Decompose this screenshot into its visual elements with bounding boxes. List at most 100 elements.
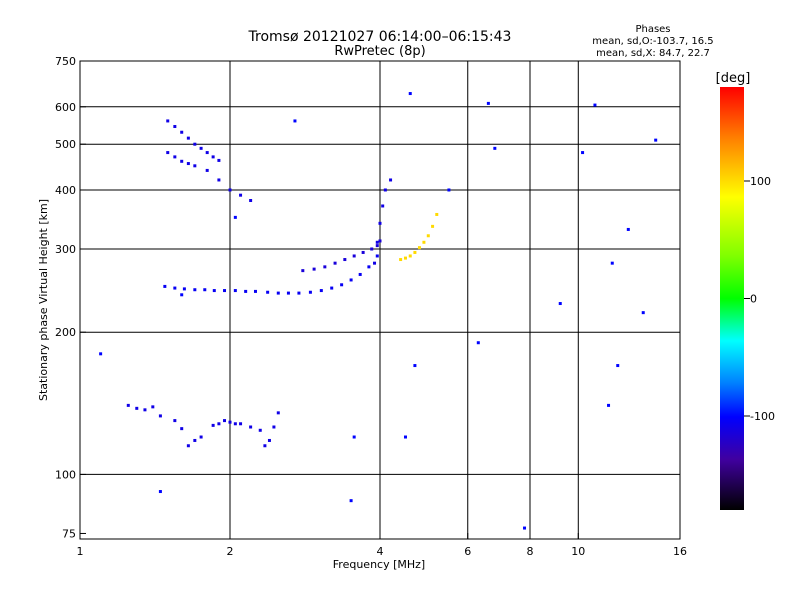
data-point [413, 250, 417, 254]
data-point [193, 142, 197, 146]
data-point [297, 291, 301, 295]
data-point [276, 411, 280, 415]
data-point [558, 302, 562, 306]
y-tick-label: 200 [55, 326, 76, 339]
data-point [199, 435, 203, 439]
data-point [143, 408, 147, 412]
grid-lines [80, 61, 680, 539]
data-point [370, 247, 374, 251]
data-point [301, 269, 305, 273]
data-point [493, 146, 497, 150]
colorbar-tick-label: 100 [750, 175, 771, 188]
x-tick-label: 8 [527, 545, 534, 558]
data-point [343, 258, 347, 262]
data-point [523, 526, 527, 530]
data-point [413, 364, 417, 368]
data-point [135, 406, 139, 410]
data-point [158, 414, 162, 418]
data-point [211, 423, 215, 427]
data-point [367, 265, 371, 269]
data-point [641, 311, 645, 315]
data-point [408, 254, 412, 258]
data-point [349, 499, 353, 503]
data-point [272, 425, 276, 429]
x-tick-label: 4 [377, 545, 384, 558]
data-point [323, 265, 327, 269]
data-point [610, 261, 614, 265]
data-point [203, 288, 207, 292]
data-point [244, 289, 248, 293]
data-point [173, 155, 177, 159]
legend: Phases mean, sd,O:-103.7, 16.5 mean, sd,… [592, 24, 713, 59]
axis-ticks: 1 2 4 6 8 10 16 75 100 200 300 400 500 600 750 [55, 55, 687, 558]
data-point [228, 188, 232, 192]
data-point [375, 254, 379, 258]
data-point [217, 178, 221, 182]
colorbar-ticks: 100 0 -100 [744, 175, 775, 423]
data-point [333, 261, 337, 265]
data-point [352, 254, 356, 258]
data-point [258, 428, 262, 432]
data-point [431, 224, 435, 228]
colorbar-tick-label: -100 [750, 410, 775, 423]
chart-title: Tromsø 20121027 06:14:00–06:15:43 [248, 29, 512, 45]
data-point [276, 291, 280, 295]
y-tick-label: 300 [55, 243, 76, 256]
data-point [249, 425, 253, 429]
data-point [180, 159, 184, 163]
data-point [267, 438, 271, 442]
data-point [352, 435, 356, 439]
data-point [373, 261, 377, 265]
y-tick-label: 750 [55, 55, 76, 68]
data-point [340, 283, 344, 287]
data-point [166, 151, 170, 155]
data-point [389, 178, 393, 182]
data-point [403, 256, 407, 260]
legend-title: Phases [635, 24, 670, 35]
colorbar-tick-label: 0 [750, 293, 757, 306]
x-tick-label: 6 [464, 545, 471, 558]
data-points [99, 92, 658, 530]
y-tick-label: 400 [55, 184, 76, 197]
y-tick-label: 100 [55, 468, 76, 481]
data-point [308, 290, 312, 294]
data-point [211, 155, 215, 159]
data-point [435, 212, 439, 216]
data-point [180, 130, 184, 134]
data-point [381, 204, 385, 208]
data-point [166, 119, 170, 123]
data-point [217, 158, 221, 162]
data-point [607, 403, 611, 407]
data-point [223, 419, 227, 423]
data-point [361, 250, 365, 254]
x-tick-label: 2 [227, 545, 234, 558]
colorbar-gradient [720, 87, 744, 510]
data-point [186, 444, 190, 448]
data-point [233, 289, 237, 293]
data-point [182, 287, 186, 291]
data-point [253, 289, 257, 293]
data-point [408, 92, 412, 96]
data-point [581, 151, 585, 155]
data-point [205, 151, 209, 155]
data-point [158, 490, 162, 494]
y-tick-label: 600 [55, 101, 76, 114]
data-point [193, 288, 197, 292]
data-point [99, 352, 103, 356]
chart-subtitle: RwPretec (8p) [334, 44, 425, 59]
data-point [180, 293, 184, 297]
data-point [151, 405, 155, 409]
data-point [180, 427, 184, 431]
data-point [399, 258, 403, 262]
data-point [173, 419, 177, 423]
data-point [223, 289, 227, 293]
data-point [375, 240, 379, 244]
data-point [426, 234, 430, 238]
data-point [286, 291, 290, 295]
x-tick-label: 1 [77, 545, 84, 558]
data-point [349, 278, 353, 282]
data-point [417, 246, 421, 250]
y-axis-label: Stationary phase Virtual Height [km] [37, 199, 50, 401]
data-point [233, 215, 237, 219]
data-point [266, 290, 270, 294]
